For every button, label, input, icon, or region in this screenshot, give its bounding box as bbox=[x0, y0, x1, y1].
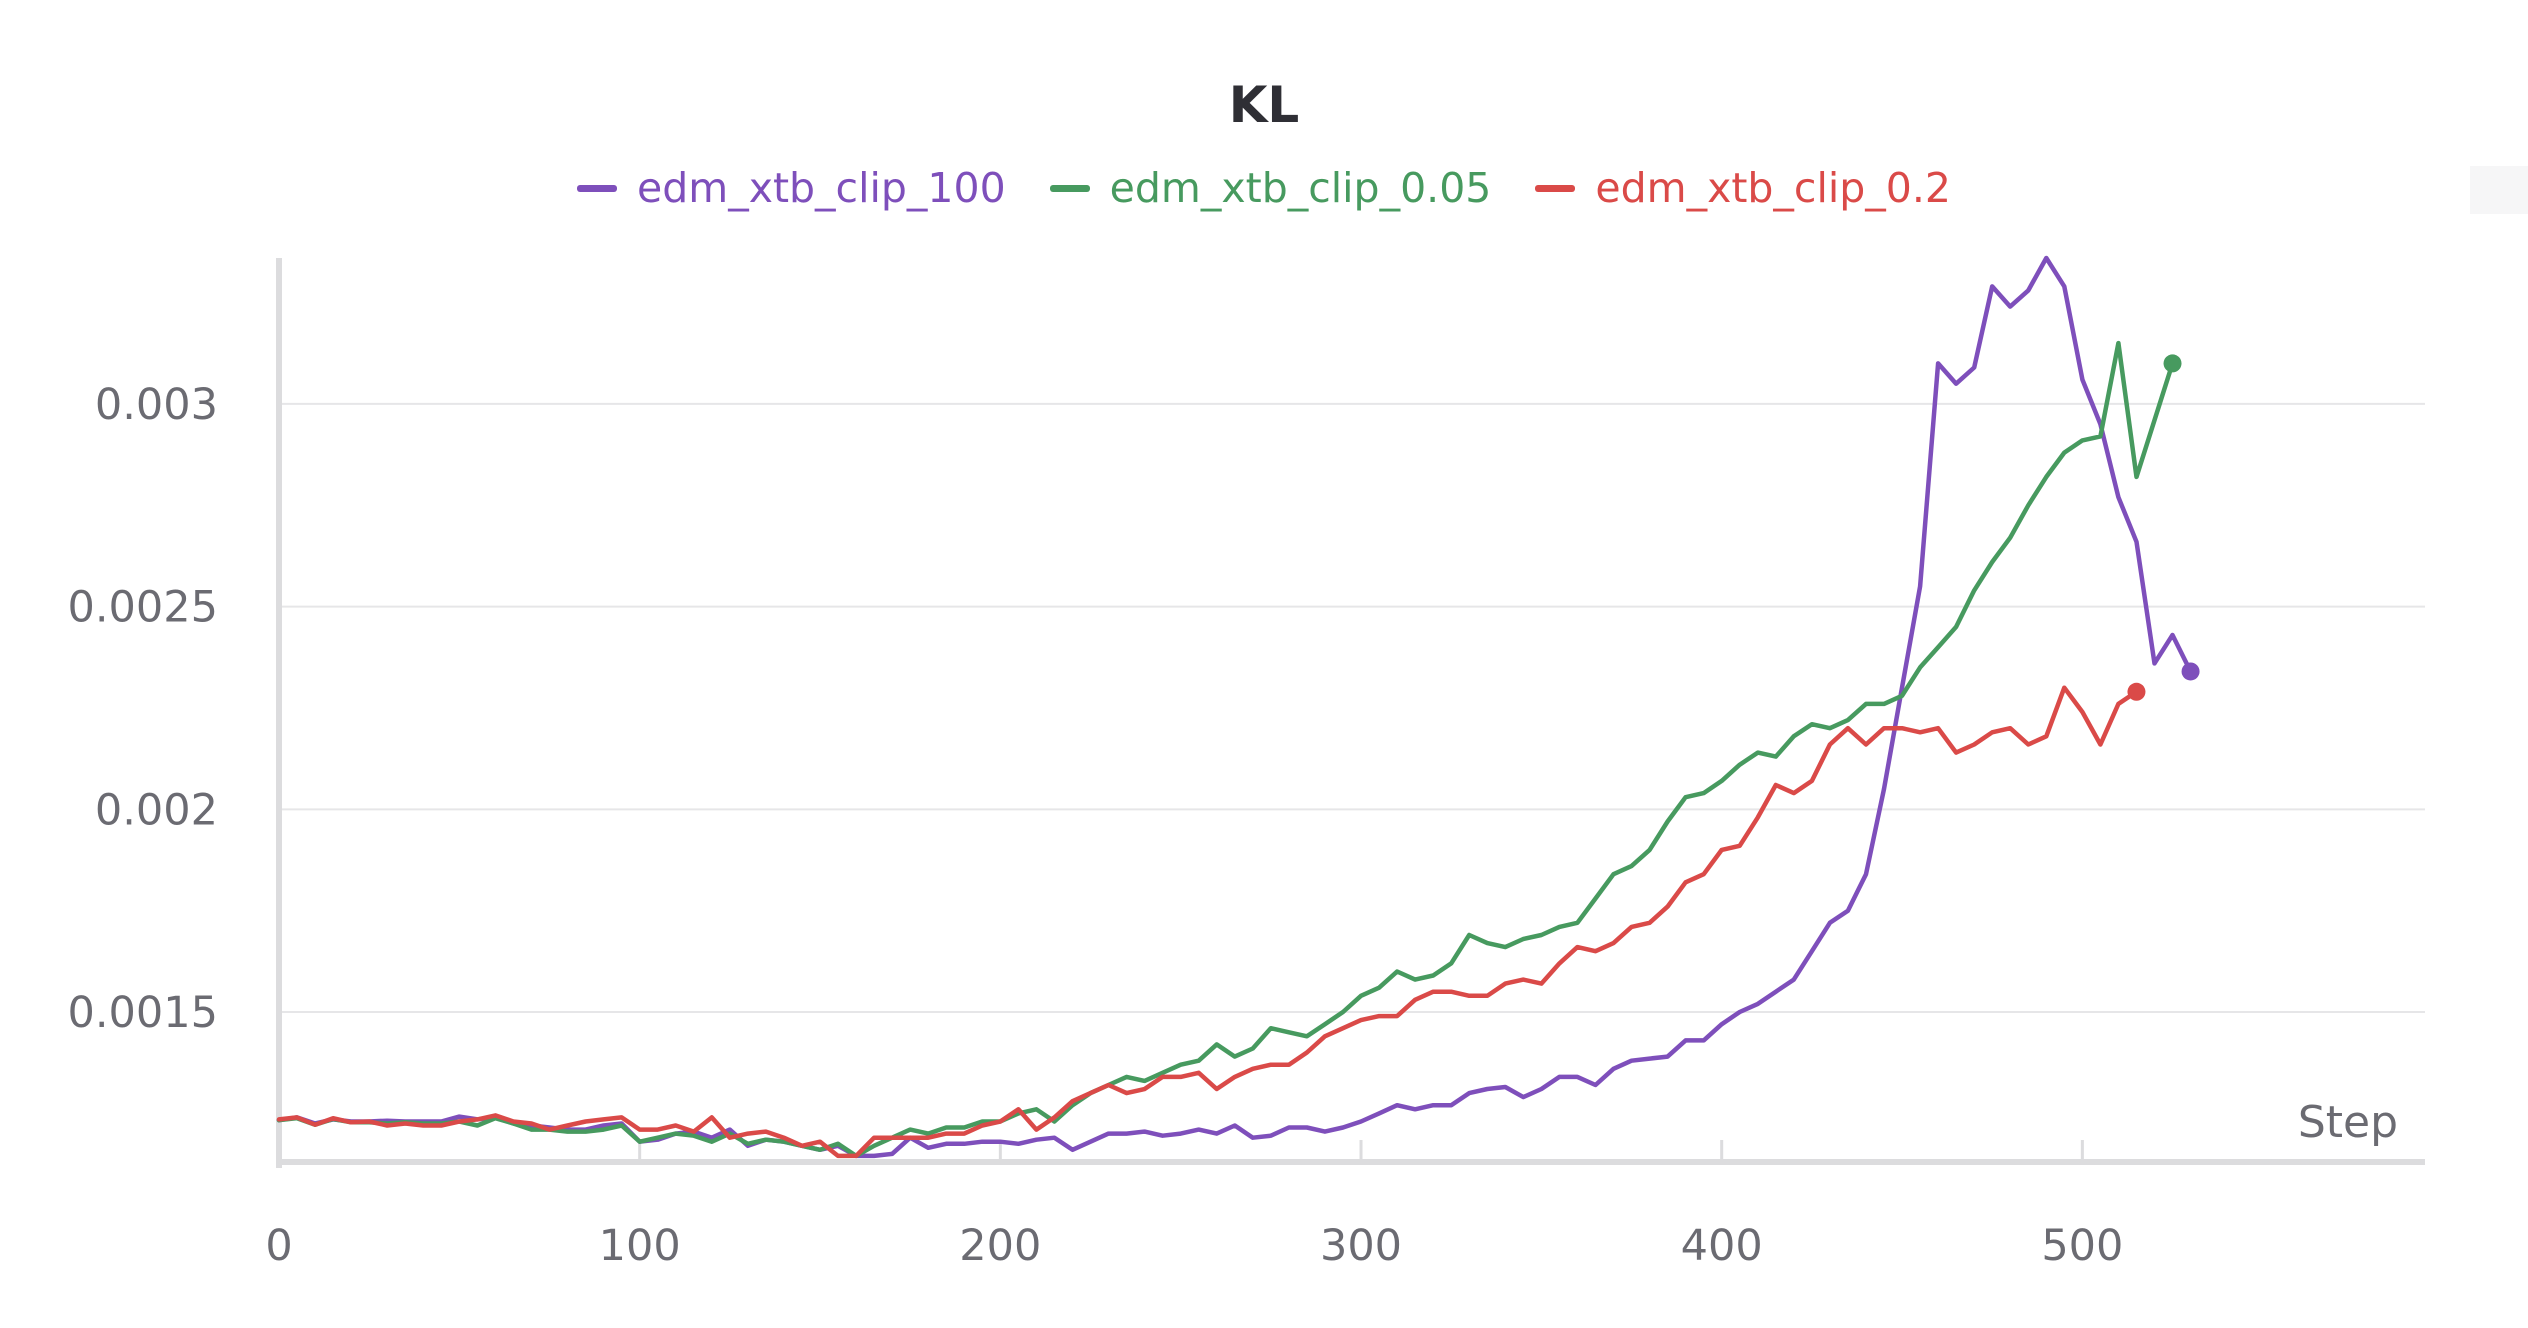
axes bbox=[276, 258, 2425, 1168]
x-tick-label: 500 bbox=[2041, 1221, 2123, 1271]
series-end-point-0 bbox=[2181, 662, 2200, 681]
x-axis-label: Step bbox=[2298, 1097, 2398, 1148]
legend-item-clip-0-05[interactable]: edm_xtb_clip_0.05 bbox=[1049, 164, 1492, 212]
series-line-0 bbox=[276, 255, 2193, 1159]
legend-item-clip-0-2[interactable]: edm_xtb_clip_0.2 bbox=[1535, 164, 1951, 212]
series-line-1 bbox=[276, 340, 2175, 1159]
y-tick-label: 0.0015 bbox=[68, 988, 218, 1038]
legend-swatch-clip-100 bbox=[577, 184, 617, 192]
panel-corner-control[interactable] bbox=[2470, 166, 2528, 214]
legend-item-clip-100[interactable]: edm_xtb_clip_100 bbox=[577, 164, 1006, 212]
chart-title: KL bbox=[1228, 76, 1300, 134]
series-end-point-2 bbox=[2127, 682, 2146, 701]
tick-labels: 0.0015 0.002 0.0025 0.003 0 100 200 300 400 500 St… bbox=[68, 380, 2398, 1271]
x-tick-label: 300 bbox=[1320, 1221, 1402, 1271]
y-tick-label: 0.003 bbox=[95, 380, 218, 430]
legend-label-clip-0-05: edm_xtb_clip_0.05 bbox=[1109, 164, 1492, 212]
series-end-point-1 bbox=[2163, 354, 2182, 373]
y-tick-label: 0.002 bbox=[95, 785, 218, 835]
chart-legend: edm_xtb_clip_100 edm_xtb_clip_0.05 edm_x… bbox=[0, 164, 2528, 212]
series-line-2 bbox=[276, 685, 2139, 1159]
legend-swatch-clip-0-2 bbox=[1535, 184, 1576, 192]
legend-label-clip-0-2: edm_xtb_clip_0.2 bbox=[1595, 164, 1951, 212]
grid-lines bbox=[279, 402, 2425, 1014]
x-tick-label: 0 bbox=[265, 1221, 292, 1271]
legend-swatch-clip-0-05 bbox=[1049, 184, 1090, 192]
series-lines bbox=[276, 255, 2200, 1159]
x-tick-label: 100 bbox=[599, 1221, 681, 1271]
y-tick-label: 0.0025 bbox=[68, 583, 218, 633]
x-tick-label: 200 bbox=[959, 1221, 1041, 1271]
x-tick-label: 400 bbox=[1681, 1221, 1763, 1271]
legend-label-clip-100: edm_xtb_clip_100 bbox=[637, 164, 1006, 212]
